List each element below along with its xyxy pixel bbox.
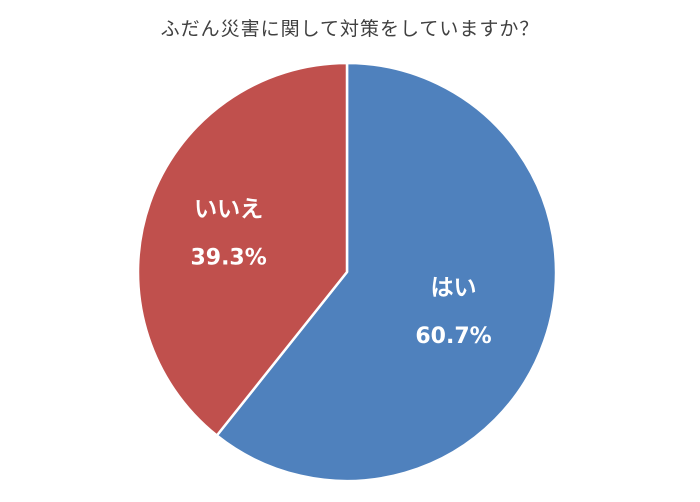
slice-value-no: 39.3% (190, 246, 266, 271)
pie-slice-no (136, 61, 349, 437)
pie-labels: はい 60.7% いいえ 39.3% (190, 197, 491, 350)
slice-label-yes: はい (431, 275, 477, 301)
pie-slice-yes (215, 61, 558, 483)
chart-title: ふだん災害に関して対策をしていますか？ (160, 18, 540, 40)
pie-slices (136, 61, 558, 483)
slice-label-no: いいえ (194, 197, 263, 223)
slice-value-yes: 60.7% (415, 324, 491, 349)
